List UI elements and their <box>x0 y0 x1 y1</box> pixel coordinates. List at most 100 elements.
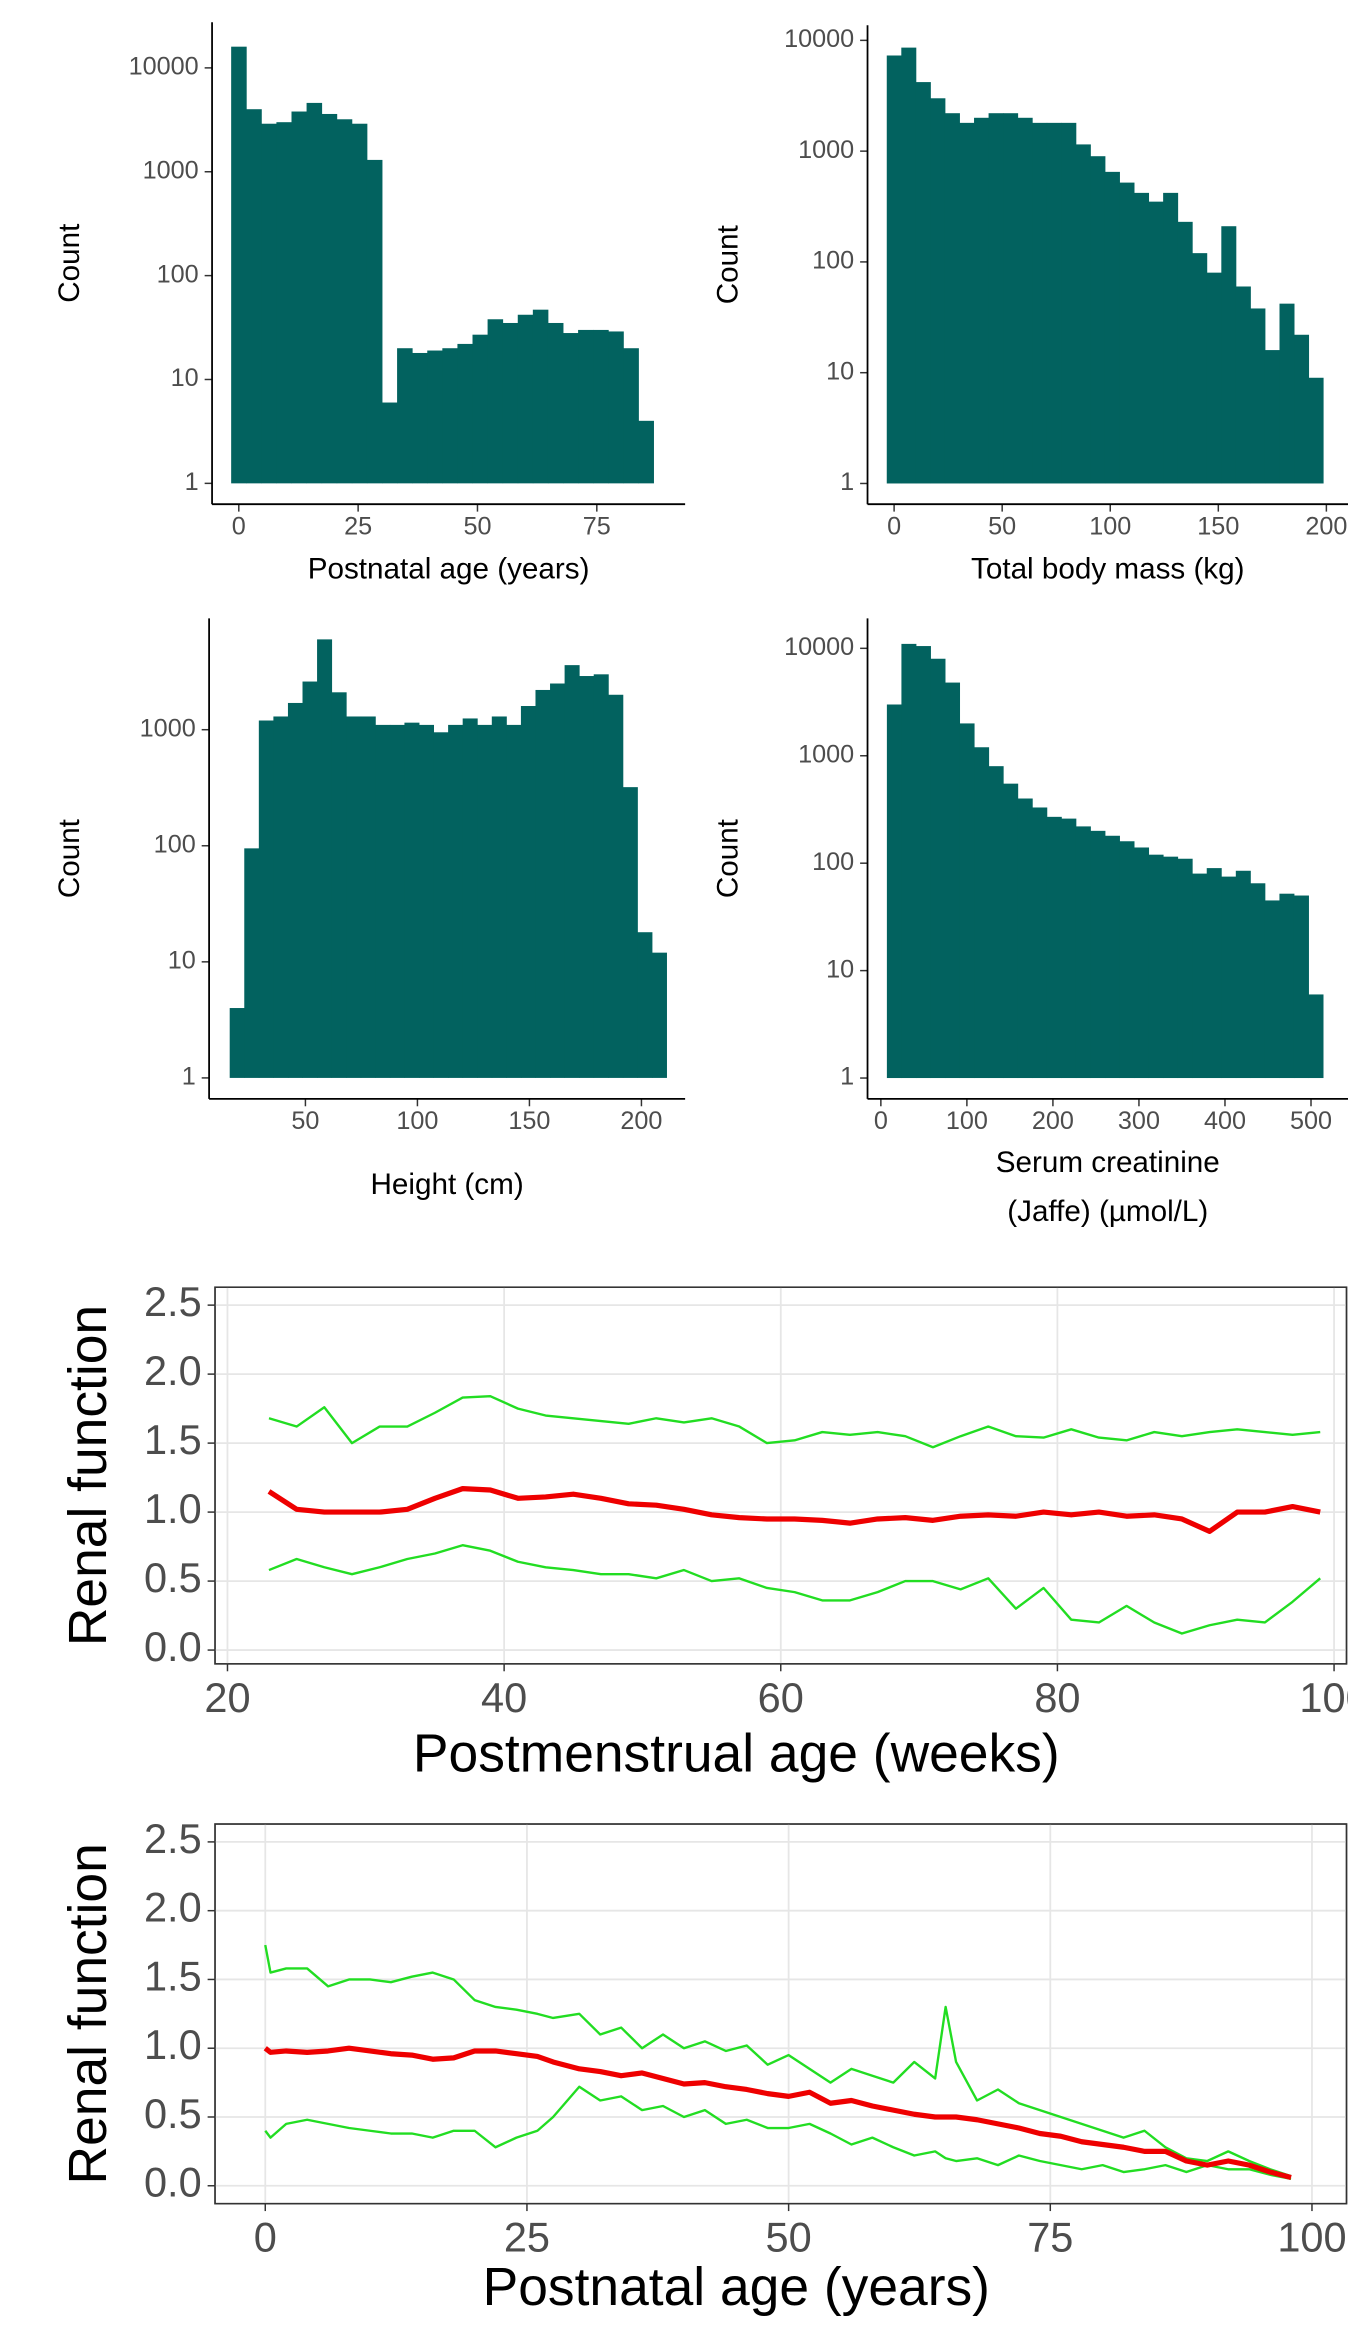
bar <box>901 47 917 484</box>
bar <box>491 716 507 1078</box>
bar <box>915 646 931 1079</box>
x-axis-title: Height (cm) <box>371 1168 524 1201</box>
bar <box>547 322 564 484</box>
bar <box>578 329 594 484</box>
y-tick-label: 2.5 <box>144 1815 202 1862</box>
bar <box>273 716 289 1078</box>
series-line <box>267 1486 1321 1535</box>
bar <box>246 109 262 484</box>
x-tick-label: 75 <box>583 513 611 541</box>
y-tick-label: 100 <box>812 848 854 876</box>
bar <box>1104 171 1120 484</box>
bar <box>1148 854 1164 1079</box>
bar <box>1032 122 1048 484</box>
x-tick-label: 50 <box>463 513 491 541</box>
x-axis-title: Serum creatinine <box>996 1146 1220 1179</box>
panel-background <box>214 1823 1348 2205</box>
x-tick-label: 100 <box>1089 513 1131 541</box>
x-tick-label: 0 <box>874 1107 888 1135</box>
x-tick-label: 0 <box>232 513 246 541</box>
bar <box>346 716 362 1078</box>
x-axis-title: Postnatal age (years) <box>308 553 590 586</box>
bar <box>1221 226 1237 484</box>
bar <box>593 329 609 484</box>
y-tick-label: 1 <box>185 468 199 496</box>
bar <box>1308 377 1324 484</box>
bar <box>1032 807 1048 1079</box>
y-tick-label: 100 <box>154 830 196 858</box>
bar <box>276 122 292 484</box>
bar <box>1046 122 1062 484</box>
bar <box>1075 144 1091 484</box>
bar <box>550 683 566 1078</box>
x-tick-label: 50 <box>766 2214 812 2261</box>
bar <box>593 674 609 1078</box>
y-tick-label: 1.5 <box>144 1416 202 1463</box>
y-tick-label: 1 <box>840 468 854 496</box>
bar <box>638 420 654 484</box>
x-tick-label: 40 <box>481 1674 527 1721</box>
x-tick-label: 200 <box>620 1107 662 1135</box>
bar <box>351 123 368 484</box>
bar <box>1235 286 1251 484</box>
bar <box>886 704 902 1079</box>
series-line <box>264 2085 1292 2181</box>
bar <box>1294 334 1310 484</box>
y-tick-label: 10000 <box>129 53 199 81</box>
bar <box>336 119 353 484</box>
bar <box>389 724 405 1078</box>
x-tick-label: 100 <box>1299 1674 1348 1721</box>
x-tick-label: 500 <box>1290 1107 1332 1135</box>
x-tick-label: 25 <box>344 513 372 541</box>
bar <box>535 689 551 1078</box>
bar <box>1163 856 1179 1079</box>
bar <box>1119 182 1135 484</box>
bar <box>472 334 489 484</box>
bar <box>418 724 435 1078</box>
x-tick-label: 150 <box>508 1107 550 1135</box>
y-tick-label: 2.5 <box>144 1278 202 1325</box>
bar <box>477 724 493 1078</box>
x-tick-label: 200 <box>1305 513 1347 541</box>
bar <box>1293 895 1309 1079</box>
bar <box>1221 876 1237 1079</box>
bar <box>520 706 536 1078</box>
x-tick-label: 0 <box>887 513 901 541</box>
panel: 1 10 100 1000 10000 0 25 50 75 Postnatal age (yea… <box>53 22 686 586</box>
bar <box>317 639 333 1078</box>
bar <box>608 331 624 484</box>
bar <box>1264 350 1280 484</box>
x-tick-label: 80 <box>1034 1674 1080 1721</box>
bar <box>366 159 383 484</box>
panel: 0.0 0.5 1.0 1.5 2.0 2.5 0 25 50 75 100 Postnatal ag… <box>59 1815 1348 2317</box>
x-axis-title: (Jaffe) (µmol/L) <box>1007 1195 1208 1228</box>
bar <box>1046 816 1062 1079</box>
x-axis-title: Postnatal age (years) <box>483 2258 990 2317</box>
bar <box>412 352 428 484</box>
bar <box>988 766 1004 1079</box>
bar <box>1264 900 1280 1079</box>
bar <box>563 333 579 484</box>
panel: 0.0 0.5 1.0 1.5 2.0 2.5 20 40 60 80 100 Postmenstru… <box>59 1278 1348 1783</box>
bar <box>291 111 308 484</box>
y-axis-title: Count <box>53 223 86 303</box>
bar <box>930 98 946 484</box>
bar <box>901 643 917 1079</box>
bar <box>988 113 1004 484</box>
bar <box>974 117 990 484</box>
bar <box>321 113 338 484</box>
x-tick-label: 100 <box>396 1107 438 1135</box>
bar <box>1250 883 1266 1079</box>
bar <box>623 348 639 484</box>
bar <box>944 113 960 484</box>
series-line <box>264 1944 1292 2178</box>
y-axis-title: Count <box>711 224 744 304</box>
bar <box>1119 841 1135 1079</box>
series-line <box>268 1395 1321 1449</box>
panel: 1 10 100 1000 10000 0 100 200 300 400 500 Serum cre… <box>711 618 1348 1228</box>
bar <box>487 319 504 484</box>
bar <box>306 102 323 484</box>
bar <box>244 848 260 1078</box>
bar <box>502 322 519 484</box>
